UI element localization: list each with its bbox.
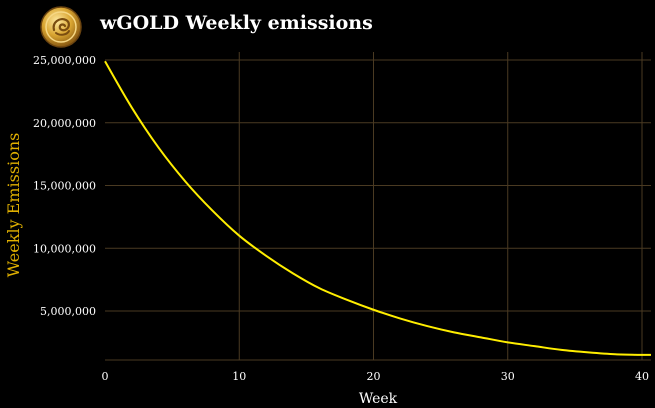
y-tick-label: 5,000,000 [40,305,96,318]
x-axis-ticks: 0 10 20 30 40 [102,370,650,383]
x-axis-label: Week [359,391,398,407]
y-tick-label: 25,000,000 [33,54,96,67]
grid [105,52,651,361]
x-tick-label: 40 [635,370,649,383]
y-tick-label: 20,000,000 [33,117,96,130]
x-tick-label: 0 [102,370,109,383]
chart-header: wGOLD Weekly emissions [0,0,655,52]
y-tick-label: 10,000,000 [33,242,96,255]
y-axis-label: Weekly Emissions [4,133,23,278]
chart-title: wGOLD Weekly emissions [100,12,373,34]
gold-coin-logo-icon [40,6,82,48]
x-tick-label: 10 [232,370,246,383]
emissions-series-line [104,60,651,356]
x-tick-label: 30 [501,370,515,383]
y-tick-label: 15,000,000 [33,180,96,193]
x-tick-label: 20 [367,370,381,383]
series-layer [104,60,651,356]
y-axis-ticks: 5,000,000 10,000,000 15,000,000 20,000,000 2… [33,54,96,318]
